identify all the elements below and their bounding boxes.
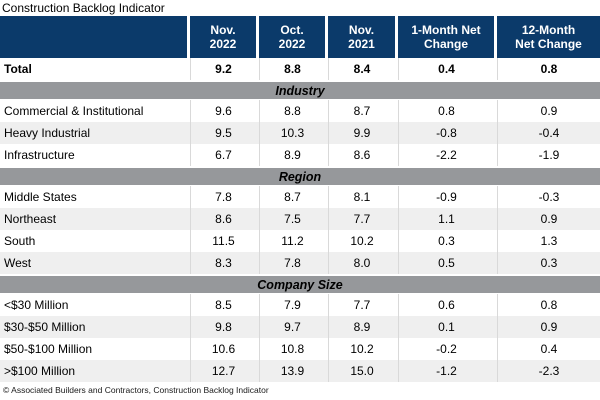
table-sections: Industry Commercial & Institutional 9.6 8.8… <box>0 82 600 382</box>
table-row: South 11.5 11.2 10.2 0.3 1.3 <box>0 230 600 252</box>
value-cell: 0.8 <box>398 100 494 122</box>
table-row: Middle States 7.8 8.7 8.1 -0.9 -0.3 <box>0 186 600 208</box>
value-cell: 8.3 <box>190 252 256 274</box>
row-label: Middle States <box>4 190 77 204</box>
value-cell: 0.9 <box>497 316 600 338</box>
row-label: >$100 Million <box>4 364 76 378</box>
value-cell: 0.4 <box>497 338 600 360</box>
row-label: <$30 Million <box>4 298 69 312</box>
page-title: Construction Backlog Indicator <box>2 1 165 15</box>
column-header-12-month-net-change: 12-Month Net Change <box>497 16 600 58</box>
value-cell: 10.3 <box>259 122 325 144</box>
value-cell: -0.9 <box>398 186 494 208</box>
source-note: © Associated Builders and Contractors, C… <box>3 385 269 395</box>
value-cell: 0.3 <box>398 230 494 252</box>
value-cell: 0.5 <box>398 252 494 274</box>
value-cell: 12.7 <box>190 360 256 382</box>
value-cell: -2.3 <box>497 360 600 382</box>
table-row: Infrastructure 6.7 8.9 8.6 -2.2 -1.9 <box>0 144 600 166</box>
value-cell: 0.8 <box>497 58 600 80</box>
column-header-oct-2022: Oct. 2022 <box>259 16 325 58</box>
value-cell: 9.2 <box>190 58 256 80</box>
row-label: $30-$50 Million <box>4 320 86 334</box>
value-cell: 7.7 <box>328 294 395 316</box>
column-header-nov-2021: Nov. 2021 <box>328 16 395 58</box>
value-cell: 7.5 <box>259 208 325 230</box>
value-cell: 8.5 <box>190 294 256 316</box>
table-row: West 8.3 7.8 8.0 0.5 0.3 <box>0 252 600 274</box>
row-label: South <box>4 234 36 248</box>
value-cell: 7.7 <box>328 208 395 230</box>
value-cell: 7.8 <box>190 186 256 208</box>
value-cell: 9.9 <box>328 122 395 144</box>
table-row: Commercial & Institutional 9.6 8.8 8.7 0.8 0.… <box>0 100 600 122</box>
value-cell: 6.7 <box>190 144 256 166</box>
value-cell: 11.5 <box>190 230 256 252</box>
header-spacer-cell <box>0 16 187 58</box>
row-label: Northeast <box>4 212 57 226</box>
backlog-table: Nov. 2022 Oct. 2022 Nov. 2021 1-Month Ne… <box>0 16 600 395</box>
table-row: $30-$50 Million 9.8 9.7 8.9 0.1 0.9 <box>0 316 600 338</box>
value-cell: 0.1 <box>398 316 494 338</box>
value-cell: 8.9 <box>328 316 395 338</box>
row-label-total: Total <box>4 62 32 76</box>
table-row: <$30 Million 8.5 7.9 7.7 0.6 0.8 <box>0 294 600 316</box>
value-cell: 13.9 <box>259 360 325 382</box>
value-cell: -0.4 <box>497 122 600 144</box>
value-cell: 8.7 <box>259 186 325 208</box>
value-cell: 0.8 <box>497 294 600 316</box>
value-cell: 1.3 <box>497 230 600 252</box>
value-cell: 9.6 <box>190 100 256 122</box>
total-row: Total 9.2 8.8 8.4 0.4 0.8 <box>0 58 600 80</box>
value-cell: -0.8 <box>398 122 494 144</box>
value-cell: 0.9 <box>497 208 600 230</box>
table-header-row: Nov. 2022 Oct. 2022 Nov. 2021 1-Month Ne… <box>0 16 600 58</box>
value-cell: 0.9 <box>497 100 600 122</box>
value-cell: 7.8 <box>259 252 325 274</box>
value-cell: -2.2 <box>398 144 494 166</box>
value-cell: 8.8 <box>259 100 325 122</box>
value-cell: -1.9 <box>497 144 600 166</box>
row-label: West <box>4 256 32 270</box>
value-cell: 8.6 <box>328 144 395 166</box>
value-cell: 8.6 <box>190 208 256 230</box>
value-cell: 8.9 <box>259 144 325 166</box>
table-row: >$100 Million 12.7 13.9 15.0 -1.2 -2.3 <box>0 360 600 382</box>
row-label: $50-$100 Million <box>4 342 93 356</box>
value-cell: 7.9 <box>259 294 325 316</box>
section-header: Company Size <box>0 276 600 293</box>
value-cell: 8.1 <box>328 186 395 208</box>
value-cell: 11.2 <box>259 230 325 252</box>
row-label: Commercial & Institutional <box>4 104 144 118</box>
value-cell: 8.0 <box>328 252 395 274</box>
value-cell: 9.8 <box>190 316 256 338</box>
column-header-1-month-net-change: 1-Month Net Change <box>398 16 494 58</box>
column-header-nov-2022: Nov. 2022 <box>190 16 256 58</box>
value-cell: 10.8 <box>259 338 325 360</box>
value-cell: -1.2 <box>398 360 494 382</box>
table-row: Northeast 8.6 7.5 7.7 1.1 0.9 <box>0 208 600 230</box>
value-cell: 0.4 <box>398 58 494 80</box>
value-cell: 0.6 <box>398 294 494 316</box>
value-cell: 8.8 <box>259 58 325 80</box>
value-cell: 10.2 <box>328 338 395 360</box>
value-cell: 9.7 <box>259 316 325 338</box>
value-cell: 8.7 <box>328 100 395 122</box>
value-cell: 9.5 <box>190 122 256 144</box>
value-cell: 10.2 <box>328 230 395 252</box>
value-cell: -0.2 <box>398 338 494 360</box>
value-cell: 1.1 <box>398 208 494 230</box>
section-header: Industry <box>0 82 600 99</box>
table-row: $50-$100 Million 10.6 10.8 10.2 -0.2 0.4 <box>0 338 600 360</box>
value-cell: 15.0 <box>328 360 395 382</box>
value-cell: -0.3 <box>497 186 600 208</box>
table-row: Heavy Industrial 9.5 10.3 9.9 -0.8 -0.4 <box>0 122 600 144</box>
section-header: Region <box>0 168 600 185</box>
row-label: Infrastructure <box>4 148 75 162</box>
value-cell: 10.6 <box>190 338 256 360</box>
value-cell: 8.4 <box>328 58 395 80</box>
row-label: Heavy Industrial <box>4 126 91 140</box>
value-cell: 0.3 <box>497 252 600 274</box>
